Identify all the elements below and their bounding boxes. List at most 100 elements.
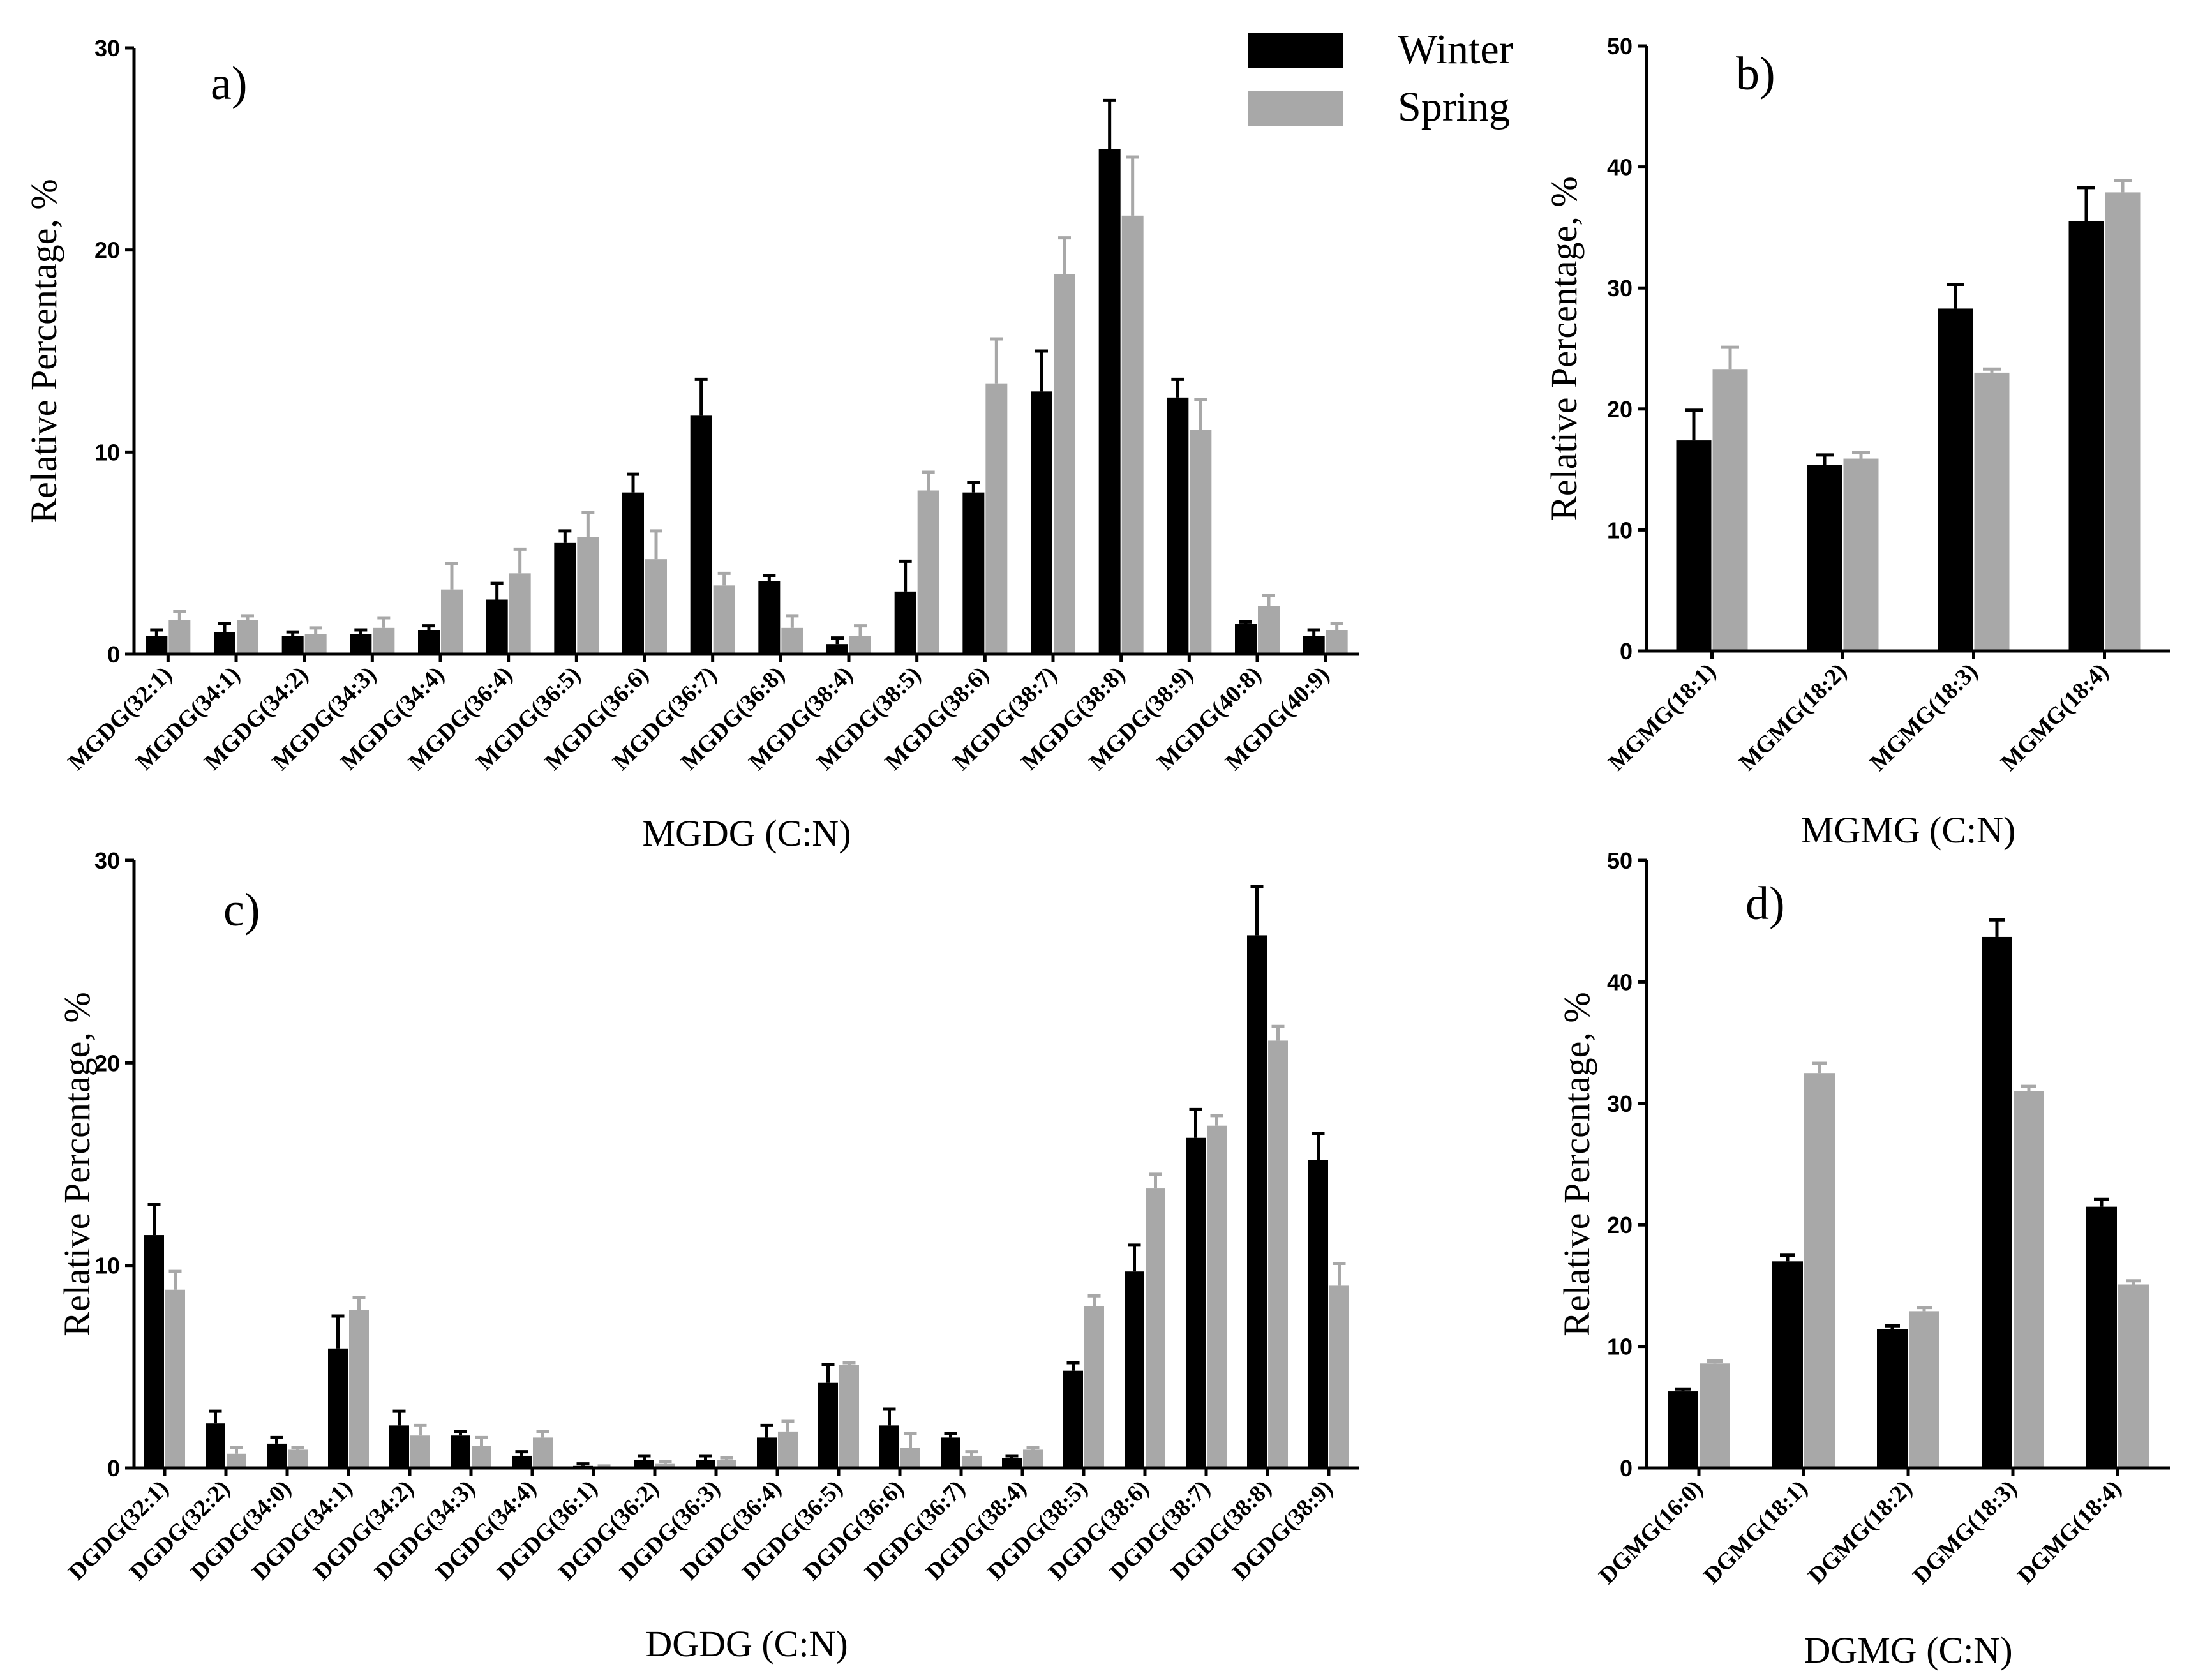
bar-winter: [281, 636, 304, 654]
bar-spring: [778, 1431, 798, 1468]
x-axis-title: DGDG (C:N): [645, 1623, 848, 1665]
bar-spring: [1909, 1311, 1939, 1468]
bar-spring: [1054, 274, 1075, 655]
bar-winter: [418, 630, 440, 654]
bar-winter: [1247, 935, 1267, 1468]
bar-winter: [1982, 936, 2012, 1468]
bar-spring: [1268, 1040, 1288, 1468]
bar-winter: [1668, 1391, 1698, 1468]
chart-panel-d: d)01020304050DGMG(16:0)DGMG(18:1)DGMG(18…: [1556, 848, 2170, 1671]
bar-spring: [1023, 1449, 1043, 1468]
y-tick-label: 20: [94, 237, 120, 264]
y-tick-label: 50: [1607, 33, 1633, 59]
y-tick-label: 30: [1607, 1091, 1633, 1117]
legend-swatch-spring: [1248, 91, 1343, 126]
x-tick-label: DGMG(18:3): [1908, 1475, 2022, 1589]
bar-spring: [1258, 606, 1280, 654]
bar-spring: [713, 585, 735, 654]
bar-spring: [288, 1449, 308, 1468]
y-tick-label: 30: [1607, 275, 1633, 301]
bar-spring: [962, 1455, 982, 1468]
bar-winter: [1098, 149, 1121, 655]
x-tick-label: DGMG(16:0): [1594, 1475, 1708, 1589]
chart-panel-a: a)0102030MGDG(32:1)MGDG(34:1)MGDG(34:2)M…: [23, 35, 1359, 854]
bar-spring: [349, 1310, 369, 1468]
bar-winter: [894, 591, 916, 654]
bar-spring: [1146, 1188, 1165, 1468]
bar-winter: [622, 492, 644, 654]
bar-winter: [486, 599, 508, 654]
y-axis-title: Relative Percentage, %: [1556, 992, 1597, 1336]
panel-label: b): [1736, 48, 1775, 100]
x-tick-label: MGMG(18:2): [1734, 658, 1851, 775]
bar-spring: [1190, 430, 1212, 654]
bar-spring: [1326, 630, 1348, 654]
bar-winter: [512, 1455, 532, 1468]
bar-winter: [206, 1423, 225, 1468]
bar-spring: [373, 627, 395, 654]
bar-spring: [227, 1453, 246, 1468]
y-tick-label: 40: [1607, 154, 1633, 181]
bar-spring: [1712, 369, 1748, 651]
bar-winter: [634, 1460, 654, 1468]
bar-winter: [451, 1435, 470, 1468]
y-tick-label: 50: [1607, 848, 1633, 874]
bar-spring: [472, 1446, 491, 1468]
bar-spring: [985, 383, 1008, 654]
bar-spring: [1974, 372, 2010, 651]
bar-spring: [900, 1448, 920, 1468]
panel-label: d): [1745, 878, 1785, 930]
bar-winter: [1308, 1160, 1328, 1468]
bar-spring: [1329, 1285, 1349, 1468]
y-tick-label: 20: [1607, 396, 1633, 423]
bar-spring: [168, 620, 191, 654]
x-tick-label: DGMG(18:4): [2013, 1475, 2127, 1589]
y-tick-label: 40: [1607, 969, 1633, 995]
panel-label: a): [211, 57, 248, 110]
bar-spring: [1700, 1363, 1730, 1468]
y-tick-label: 10: [1607, 517, 1633, 543]
bar-spring: [839, 1365, 859, 1468]
legend-label-winter: Winter: [1398, 26, 1513, 73]
bar-spring: [1084, 1306, 1104, 1468]
bar-winter: [1031, 391, 1052, 654]
y-tick-label: 0: [107, 641, 120, 668]
bar-spring: [1121, 215, 1144, 654]
bar-winter: [267, 1443, 287, 1468]
bar-spring: [655, 1463, 675, 1468]
bar-spring: [304, 634, 327, 654]
bar-winter: [757, 1437, 777, 1468]
chart-panel-c: c)0102030DGDG(32:1)DGDG(32:2)DGDG(34:0)D…: [56, 848, 1359, 1665]
bar-winter: [758, 581, 781, 654]
bar-spring: [441, 589, 463, 654]
y-tick-label: 30: [94, 35, 120, 61]
bar-winter: [818, 1382, 838, 1468]
bar-spring: [2118, 1284, 2149, 1468]
y-tick-label: 10: [94, 1253, 120, 1279]
bar-spring: [2105, 192, 2141, 651]
bar-winter: [1167, 397, 1189, 654]
bar-spring: [410, 1435, 430, 1468]
bar-spring: [781, 627, 803, 654]
bar-spring: [849, 636, 871, 654]
x-tick-label: DGMG(18:2): [1804, 1475, 1918, 1589]
bar-winter: [389, 1425, 409, 1468]
bar-winter: [350, 634, 372, 654]
y-tick-label: 20: [94, 1050, 120, 1076]
bar-spring: [645, 559, 667, 654]
y-axis-title: Relative Percentage, %: [23, 179, 64, 523]
bar-spring: [165, 1289, 185, 1468]
panel-label: c): [223, 884, 260, 936]
bar-spring: [1804, 1073, 1835, 1468]
x-tick-label: MGMG(18:3): [1865, 658, 1982, 775]
bar-spring: [2014, 1091, 2044, 1468]
bar-winter: [144, 1235, 164, 1468]
bar-winter: [962, 492, 985, 654]
x-tick-label: DGMG(18:1): [1699, 1475, 1813, 1589]
bar-winter: [554, 542, 576, 654]
bar-spring: [917, 490, 939, 654]
bar-winter: [146, 636, 168, 654]
x-axis-title: MGMG (C:N): [1801, 809, 2016, 851]
